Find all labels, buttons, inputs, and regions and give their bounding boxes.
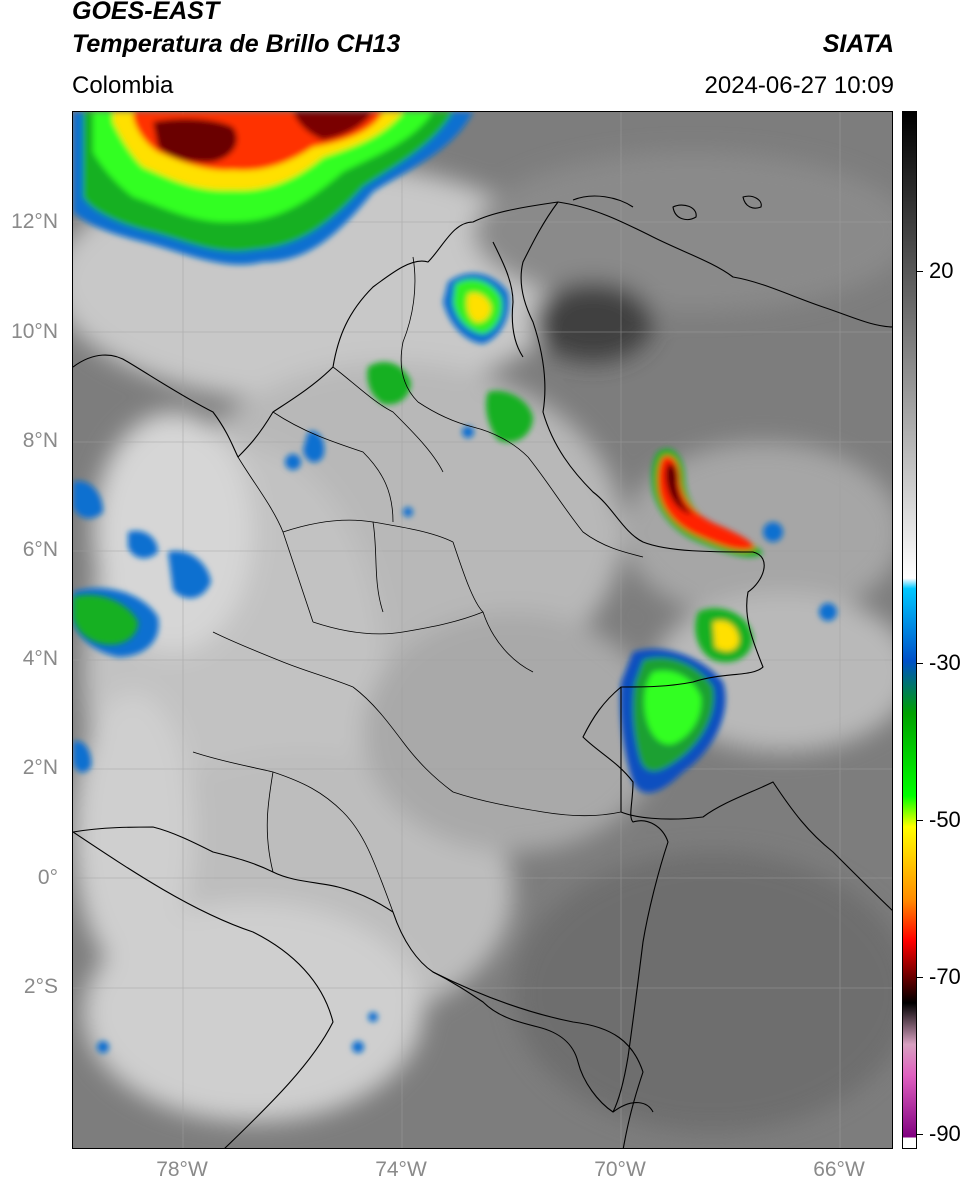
colorbar-label-minus50: -50 xyxy=(929,807,961,833)
lon-label-66w: 66°W xyxy=(799,1158,879,1182)
region-label: Colombia xyxy=(72,72,173,100)
lat-label-10n: 10°N xyxy=(0,320,58,344)
colorbar-tick xyxy=(917,663,923,664)
lat-label-2n: 2°N xyxy=(0,756,58,780)
colorbar-label-20: 20 xyxy=(929,258,953,284)
colorbar-tick xyxy=(917,1134,923,1135)
colorbar-tick xyxy=(917,977,923,978)
lon-label-70w: 70°W xyxy=(580,1158,660,1182)
lat-label-12n: 12°N xyxy=(0,210,58,234)
timestamp-label: 2024-06-27 10:09 xyxy=(705,72,895,100)
colorbar-label-minus70: -70 xyxy=(929,964,961,990)
lat-label-6n: 6°N xyxy=(0,538,58,562)
lat-label-8n: 8°N xyxy=(0,429,58,453)
lat-label-2s: 2°S xyxy=(0,975,58,999)
lat-label-0: 0° xyxy=(0,866,58,890)
lon-label-74w: 74°W xyxy=(361,1158,441,1182)
satellite-map[interactable] xyxy=(72,111,893,1149)
title-product: Temperatura de Brillo CH13 xyxy=(72,30,400,59)
lat-label-4n: 4°N xyxy=(0,647,58,671)
colorbar-tick xyxy=(917,820,923,821)
colorbar-tick xyxy=(917,271,923,272)
colorbar-label-minus90: -90 xyxy=(929,1121,961,1147)
colorbar xyxy=(902,111,917,1149)
colorbar-label-minus30: -30 xyxy=(929,650,961,676)
lon-label-78w: 78°W xyxy=(142,1158,222,1182)
title-satellite: GOES-EAST xyxy=(72,0,219,26)
source-label: SIATA xyxy=(823,30,894,59)
